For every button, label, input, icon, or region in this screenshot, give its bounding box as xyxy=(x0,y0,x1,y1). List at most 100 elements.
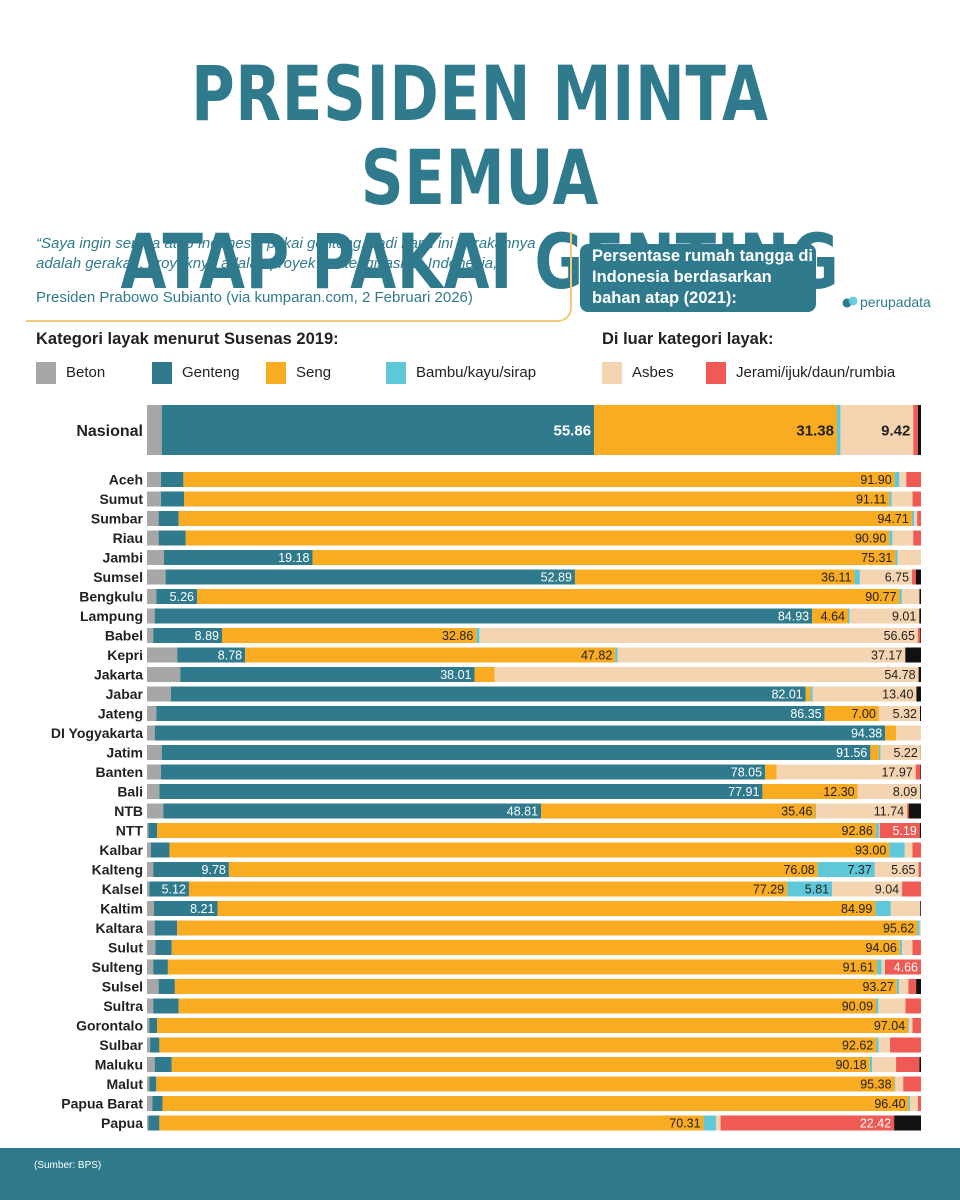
bar-segment-seng xyxy=(474,667,495,682)
bar-segment-bambu xyxy=(836,405,841,455)
bar-segment-beton xyxy=(147,608,155,624)
bar-row-lampung: Lampung 84.93 4.64 9.01 xyxy=(80,608,921,624)
row-label: Sultra xyxy=(103,998,143,1014)
value-label-seng: 91.11 xyxy=(856,493,886,507)
legend-title-luar: Di luar kategori layak: xyxy=(602,330,774,348)
bar-segment-jerami xyxy=(903,1076,921,1092)
bar-segment-bambu xyxy=(810,686,813,702)
value-label-seng: 90.09 xyxy=(842,1000,873,1014)
bar-segment-bambu xyxy=(869,1057,873,1072)
row-label: Kepri xyxy=(107,647,143,663)
bar-segment-jerami xyxy=(917,511,921,526)
row-label: Sulteng xyxy=(92,959,143,975)
bar-segment-lainnya xyxy=(916,979,921,994)
bar-row-kalteng: Kalteng 9.78 76.08 7.37 5.65 xyxy=(92,862,921,878)
bar-segment-lainnya xyxy=(917,405,921,455)
brand-logo: perupadata xyxy=(842,294,931,310)
bar-row-kaltara: Kaltara 95.62 xyxy=(96,920,921,936)
row-label: Maluku xyxy=(95,1057,143,1073)
bar-row-bali: Bali 77.91 12.30 8.09 xyxy=(117,784,921,800)
row-label: Riau xyxy=(113,530,143,546)
bar-segment-bambu xyxy=(895,550,898,565)
bar-segment-jerami xyxy=(913,530,921,546)
bar-segment-seng xyxy=(178,998,877,1014)
bar-segment-genteng xyxy=(159,784,763,799)
bar-segment-beton xyxy=(147,1018,150,1033)
bar-segment-beton xyxy=(147,405,162,455)
bar-row-babel: Babel 8.89 32.86 56.65 xyxy=(105,628,921,644)
bar-segment-beton xyxy=(147,686,171,702)
bar-segment-asbes xyxy=(880,745,921,760)
bar-segment-jerami xyxy=(906,472,921,487)
bar-segment-asbes xyxy=(910,1096,918,1111)
bar-segment-beton xyxy=(147,1057,155,1072)
bar-segment-asbes xyxy=(897,550,921,565)
value-label-jerami: 5.19 xyxy=(892,824,916,838)
row-label: NTB xyxy=(114,803,143,819)
value-label-genteng: 9.78 xyxy=(202,863,226,877)
legend-swatch-bambu xyxy=(386,362,406,384)
legend-swatch-jerami xyxy=(706,362,726,384)
bar-segment-beton xyxy=(147,1115,149,1131)
bar-segment-lainnya xyxy=(915,569,921,585)
bar-segment-jerami xyxy=(915,764,921,780)
bar-segment-genteng xyxy=(163,803,542,819)
value-label-genteng: 82.01 xyxy=(771,688,802,702)
bar-segment-beton xyxy=(147,647,178,663)
bar-segment-lainnya xyxy=(919,823,921,838)
bar-segment-lainnya xyxy=(920,784,921,799)
bar-segment-bambu xyxy=(476,628,480,643)
value-label-seng: 90.90 xyxy=(855,532,886,546)
bar-segment-beton xyxy=(147,725,155,741)
value-label-asbes: 8.09 xyxy=(893,785,917,799)
bar-segment-seng xyxy=(805,686,811,702)
bar-segment-beton xyxy=(147,667,181,682)
roof-material-chart: Nasional 55.86 31.38 9.42 Aceh 91.90 Sumut 91.1… xyxy=(51,405,921,1131)
bar-segment-asbes xyxy=(899,979,909,994)
bar-row-kalbar: Kalbar 93.00 xyxy=(99,842,921,858)
bar-segment-beton xyxy=(147,998,154,1014)
bar-segment-asbes xyxy=(812,686,917,702)
bar-segment-jerami xyxy=(913,405,918,455)
bar-segment-asbes xyxy=(878,1037,891,1053)
bar-segment-bambu xyxy=(911,511,915,526)
bar-segment-genteng xyxy=(155,940,172,955)
bar-row-sulteng: Sulteng 91.61 4.66 xyxy=(92,959,921,975)
bar-segment-bambu xyxy=(876,998,879,1014)
row-label: Bali xyxy=(117,784,143,800)
row-label: Lampung xyxy=(80,608,143,624)
bar-segment-seng xyxy=(169,842,890,858)
bar-segment-genteng xyxy=(153,628,222,643)
bar-row-kalsel: Kalsel 5.12 77.29 5.81 9.04 xyxy=(102,881,921,897)
value-label-asbes: 13.40 xyxy=(882,688,913,702)
value-label-genteng: 55.86 xyxy=(554,422,592,439)
bar-segment-bambu xyxy=(894,472,900,487)
bar-segment-bambu xyxy=(875,823,879,838)
bar-segment-asbes xyxy=(914,511,918,526)
bar-segment-beton xyxy=(147,920,155,936)
bar-segment-bambu xyxy=(908,1096,911,1111)
value-label-bambu: 7.37 xyxy=(847,863,871,877)
bar-segment-beton xyxy=(147,979,159,994)
value-label-seng: 92.62 xyxy=(842,1039,873,1053)
bar-segment-beton xyxy=(147,530,159,546)
bar-segment-jerami xyxy=(912,940,921,955)
value-label-seng: 47.82 xyxy=(581,649,612,663)
bar-segment-asbes xyxy=(617,647,906,663)
bar-segment-jerami xyxy=(917,1096,921,1111)
value-label-seng: 92.86 xyxy=(842,824,873,838)
bar-segment-seng xyxy=(245,647,616,663)
bar-segment-seng xyxy=(228,862,818,877)
value-label-seng: 90.77 xyxy=(865,590,896,604)
bar-segment-genteng xyxy=(165,569,575,585)
bar-segment-jerami xyxy=(879,823,920,838)
bar-row-gorontalo: Gorontalo 97.04 xyxy=(76,1018,921,1034)
legend-label-genteng: Genteng xyxy=(182,364,240,381)
value-label-asbes: 5.22 xyxy=(894,746,918,760)
value-label-genteng: 38.01 xyxy=(440,668,471,682)
row-label: Jateng xyxy=(98,706,143,722)
legend-swatch-genteng xyxy=(152,362,172,384)
bar-segment-bambu xyxy=(917,920,920,936)
bar-segment-seng xyxy=(177,920,918,936)
bar-segment-bambu xyxy=(889,530,893,546)
